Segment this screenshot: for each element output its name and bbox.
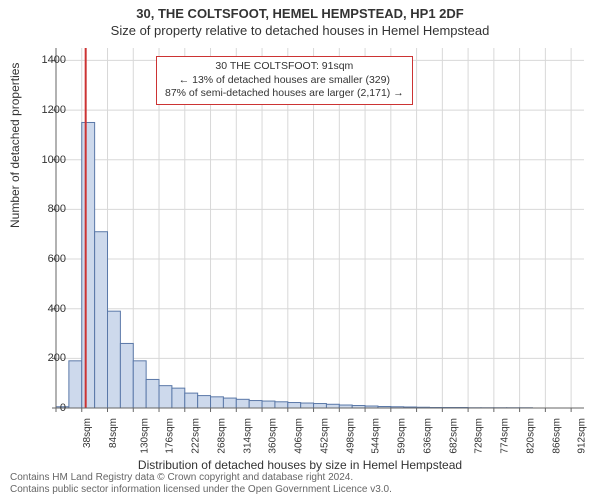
x-tick: 314sqm <box>242 418 253 454</box>
x-tick: 360sqm <box>268 418 279 454</box>
y-tick: 800 <box>26 203 66 215</box>
x-tick: 912sqm <box>577 418 588 454</box>
footer-line-2: Contains public sector information licen… <box>10 484 392 496</box>
y-tick: 1200 <box>26 104 66 116</box>
x-tick: 636sqm <box>422 418 433 454</box>
footer-line-1: Contains HM Land Registry data © Crown c… <box>10 472 392 484</box>
y-tick: 200 <box>26 352 66 364</box>
x-tick: 774sqm <box>500 418 511 454</box>
info-line-larger: 87% of semi-detached houses are larger (… <box>165 87 404 101</box>
x-tick: 498sqm <box>345 418 356 454</box>
y-tick: 0 <box>26 402 66 414</box>
x-tick: 176sqm <box>165 418 176 454</box>
y-tick: 600 <box>26 253 66 265</box>
x-tick: 38sqm <box>82 418 93 448</box>
x-tick: 590sqm <box>397 418 408 454</box>
y-tick: 1400 <box>26 54 66 66</box>
x-tick: 728sqm <box>474 418 485 454</box>
plot-area: 30 THE COLTSFOOT: 91sqm ← 13% of detache… <box>56 48 584 408</box>
x-tick: 406sqm <box>294 418 305 454</box>
x-axis-label: Distribution of detached houses by size … <box>0 458 600 472</box>
y-tick: 1000 <box>26 154 66 166</box>
info-line-smaller: ← 13% of detached houses are smaller (32… <box>165 74 404 88</box>
x-tick: 130sqm <box>139 418 150 454</box>
x-tick: 84sqm <box>108 418 119 448</box>
attribution-footer: Contains HM Land Registry data © Crown c… <box>10 472 392 496</box>
x-tick: 682sqm <box>448 418 459 454</box>
x-tick: 452sqm <box>319 418 330 454</box>
y-tick: 400 <box>26 303 66 315</box>
x-tick: 544sqm <box>371 418 382 454</box>
property-info-box: 30 THE COLTSFOOT: 91sqm ← 13% of detache… <box>156 56 413 105</box>
x-tick: 866sqm <box>551 418 562 454</box>
info-line-size: 30 THE COLTSFOOT: 91sqm <box>165 60 404 74</box>
x-tick: 820sqm <box>525 418 536 454</box>
x-tick: 222sqm <box>191 418 202 454</box>
chart-title-address: 30, THE COLTSFOOT, HEMEL HEMPSTEAD, HP1 … <box>0 0 600 21</box>
x-tick: 268sqm <box>216 418 227 454</box>
chart-title-desc: Size of property relative to detached ho… <box>0 21 600 38</box>
y-axis-label: Number of detached properties <box>8 63 22 228</box>
